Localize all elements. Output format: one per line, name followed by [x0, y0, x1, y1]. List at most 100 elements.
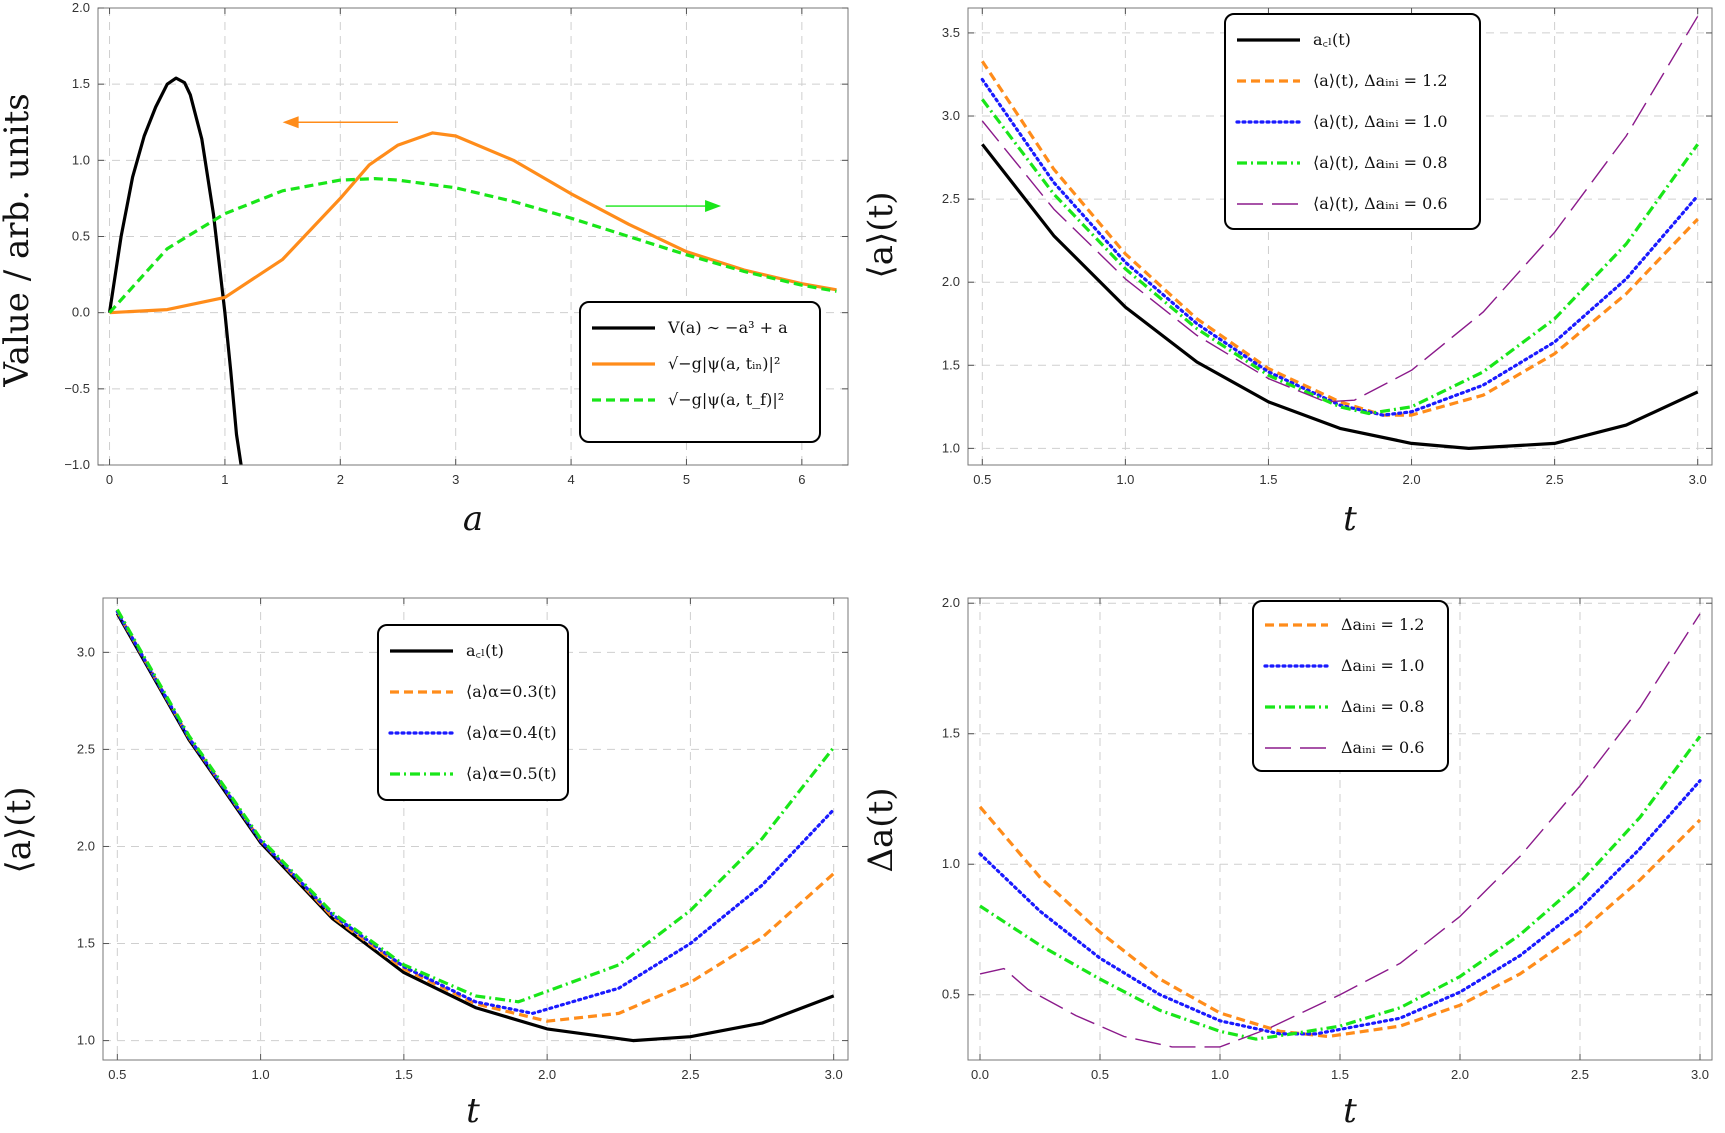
series-line-p1-2 — [108, 177, 837, 314]
x-axis-label: a — [463, 499, 483, 539]
x-tick-label: 3.0 — [825, 1067, 843, 1082]
x-tick-label: 1.0 — [1116, 472, 1134, 487]
y-tick-label: −1.0 — [64, 457, 90, 472]
chart-p1: 0 1 2 3 4 5 6 −1.0 −0.5 0.0 0.5 1.0 1.5 2.0 a Value / a… — [0, 0, 849, 539]
x-tick-label: 2.0 — [1451, 1067, 1469, 1082]
legend-label: ⟨a⟩(t), Δaᵢₙᵢ = 1.0 — [1313, 112, 1448, 131]
series-line-p4-1 — [978, 779, 1702, 1036]
series-line-p2-2 — [980, 77, 1700, 417]
x-tick-label: 3.0 — [1691, 1067, 1709, 1082]
legend-label: V(a) ∼ −a³ + a — [667, 318, 788, 337]
chart-p3: 0.5 1.0 1.5 2.0 2.5 3.0 1.0 1.5 2.0 2.5 3.0 t ⟨a⟩(t)… — [0, 597, 849, 1131]
x-tick-label: 6 — [798, 472, 805, 487]
y-tick-label: 1.0 — [942, 440, 960, 455]
y-axis-label: Value / arb. units — [0, 93, 37, 387]
x-tick-label: 1.5 — [395, 1067, 413, 1082]
y-tick-label: 2.0 — [77, 838, 95, 853]
legend-box — [579, 301, 821, 443]
y-tick-label: 1.5 — [942, 726, 960, 741]
y-tick-label: 1.0 — [942, 856, 960, 871]
legend-p4: Δaᵢₙᵢ = 1.2 Δaᵢₙᵢ = 1.0 Δaᵢₙᵢ = 0.8 Δaᵢₙᵢ =… — [1252, 600, 1449, 772]
y-tick-label: −0.5 — [64, 381, 90, 396]
x-tick-label: 1 — [221, 472, 228, 487]
chart-p2: 0.5 1.0 1.5 2.0 2.5 3.0 1.0 1.5 2.0 2.5 3.0 3.5 t ⟨a⟩… — [861, 7, 1713, 539]
annotation-arrowhead-0 — [282, 116, 299, 129]
chart-p4: 0.0 0.5 1.0 1.5 2.0 2.5 3.0 0.5 1.0 1.5 2.0 t Δa(t) Δ… — [861, 595, 1713, 1131]
legend-label: ⟨a⟩α=0.5(t) — [466, 764, 557, 783]
y-tick-label: 0.0 — [72, 305, 90, 320]
annotation-arrowhead-1 — [705, 200, 722, 213]
legend-label: ⟨a⟩α=0.4(t) — [466, 723, 557, 742]
legend-p3: a꜀ₗ(t) ⟨a⟩α=0.3(t) ⟨a⟩α=0.4(t) ⟨a⟩α=0.5(t) — [377, 624, 569, 801]
y-axis-label: Δa(t) — [861, 787, 901, 872]
legend-label: a꜀ₗ(t) — [1313, 30, 1351, 49]
legend-box — [1224, 13, 1481, 230]
series-line-p2-1 — [980, 60, 1699, 417]
x-tick-label: 4 — [567, 472, 574, 487]
x-tick-label: 2 — [337, 472, 344, 487]
x-tick-label: 2.5 — [681, 1067, 699, 1082]
x-tick-label: 3 — [452, 472, 459, 487]
x-axis-label: t — [1343, 499, 1357, 539]
x-tick-label: 0 — [106, 472, 113, 487]
y-tick-label: 2.5 — [942, 191, 960, 206]
x-tick-label: 1.5 — [1331, 1067, 1349, 1082]
y-tick-label: 3.0 — [77, 644, 95, 659]
y-tick-label: 2.0 — [72, 0, 90, 15]
x-tick-label: 0.0 — [971, 1067, 989, 1082]
y-tick-label: 3.5 — [942, 25, 960, 40]
legend-label: √−g|ψ(a, t_f)|² — [668, 390, 784, 409]
x-tick-label: 3.0 — [1689, 472, 1707, 487]
plot-frame — [967, 7, 1713, 466]
series-line-p2-0 — [981, 143, 1699, 450]
y-tick-label: 2.0 — [942, 595, 960, 610]
x-tick-label: 0.5 — [973, 472, 991, 487]
legend-label: ⟨a⟩(t), Δaᵢₙᵢ = 0.6 — [1313, 194, 1448, 213]
y-axis-label: ⟨a⟩(t) — [0, 787, 39, 874]
x-tick-label: 2.5 — [1571, 1067, 1589, 1082]
legend-label: Δaᵢₙᵢ = 1.2 — [1341, 615, 1424, 634]
series-line-p4-2 — [979, 735, 1702, 1041]
legend-label: a꜀ₗ(t) — [466, 641, 504, 660]
legend-label: ⟨a⟩(t), Δaᵢₙᵢ = 1.2 — [1313, 71, 1448, 90]
x-axis-label: t — [1343, 1091, 1357, 1131]
legend-label: ⟨a⟩(t), Δaᵢₙᵢ = 0.8 — [1313, 153, 1448, 172]
y-tick-label: 2.5 — [77, 741, 95, 756]
legend-label: ⟨a⟩α=0.3(t) — [466, 682, 557, 701]
x-tick-label: 2.5 — [1546, 472, 1564, 487]
series-line-p2-3 — [981, 98, 1700, 416]
legend-label: √−g|ψ(a, tᵢₙ)|² — [668, 354, 780, 373]
plot-frame — [102, 597, 849, 1061]
legend-p1: V(a) ∼ −a³ + a √−g|ψ(a, tᵢₙ)|² √−g|ψ(a, t_… — [579, 301, 821, 443]
x-tick-label: 1.5 — [1259, 472, 1277, 487]
x-tick-label: 1.0 — [1211, 1067, 1229, 1082]
y-tick-label: 1.5 — [77, 936, 95, 951]
y-tick-label: 0.5 — [72, 229, 90, 244]
y-tick-label: 2.0 — [942, 274, 960, 289]
x-tick-label: 1.0 — [252, 1067, 270, 1082]
legend-box — [377, 624, 569, 801]
series-line-p3-3 — [115, 608, 835, 1004]
x-tick-label: 2.0 — [1402, 472, 1420, 487]
y-axis-label: ⟨a⟩(t) — [861, 192, 901, 279]
x-tick-label: 0.5 — [1091, 1067, 1109, 1082]
legend-label: Δaᵢₙᵢ = 0.6 — [1341, 738, 1424, 757]
series-line-p4-0 — [978, 805, 1702, 1039]
y-tick-label: 1.5 — [72, 76, 90, 91]
series-line-p2-4 — [981, 15, 1699, 403]
y-tick-label: 1.0 — [77, 1033, 95, 1048]
y-tick-label: 1.0 — [72, 152, 90, 167]
series-line-p3-2 — [115, 609, 836, 1016]
x-tick-label: 0.5 — [108, 1067, 126, 1082]
legend-label: Δaᵢₙᵢ = 1.0 — [1341, 656, 1424, 675]
legend-box — [1252, 600, 1449, 772]
x-tick-label: 5 — [683, 472, 690, 487]
x-tick-label: 2.0 — [538, 1067, 556, 1082]
legend-p2: a꜀ₗ(t) ⟨a⟩(t), Δaᵢₙᵢ = 1.2 ⟨a⟩(t), Δaᵢₙᵢ =… — [1224, 13, 1481, 230]
x-axis-label: t — [466, 1091, 480, 1131]
series-line-p1-1 — [109, 131, 837, 315]
y-tick-label: 0.5 — [942, 987, 960, 1002]
series-line-p1-0 — [107, 76, 243, 465]
series-line-p4-3 — [979, 613, 1701, 1048]
